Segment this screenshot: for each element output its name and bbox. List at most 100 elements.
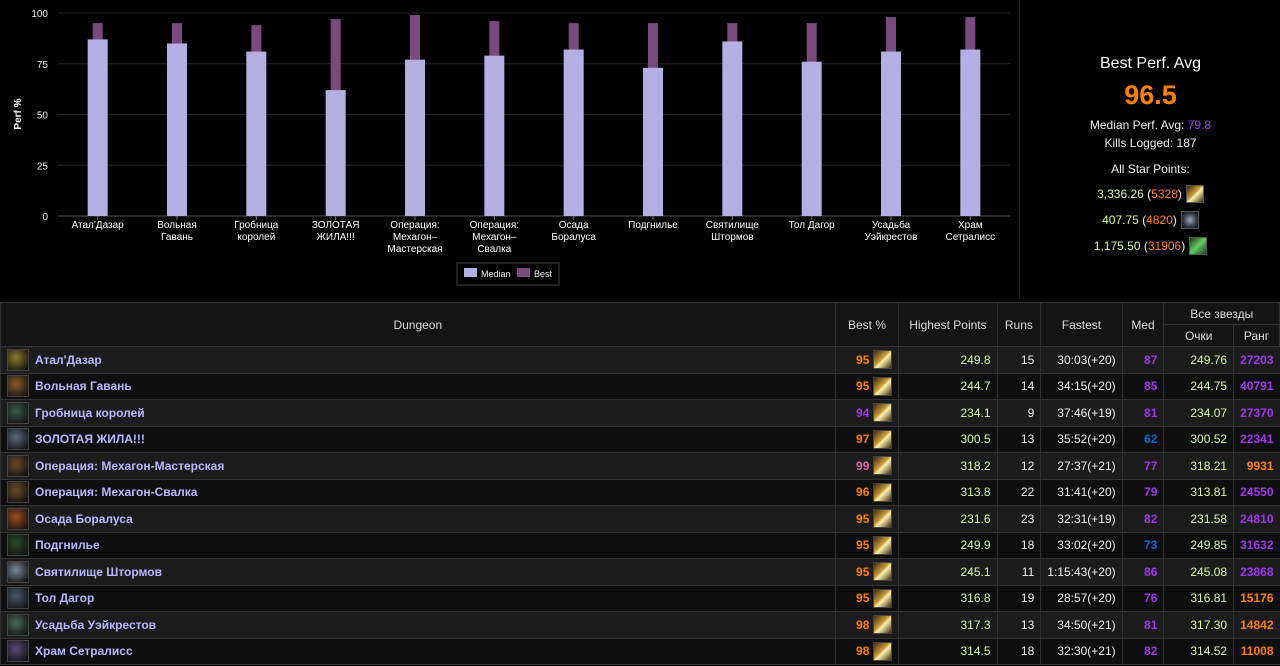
dungeon-name-cell[interactable]: Усадьба Уэйкрестов (0, 611, 836, 639)
dungeon-name-link[interactable]: Операция: Мехагон-Свалка (35, 485, 198, 500)
median-cell: 86 (1121, 558, 1164, 586)
table-row[interactable]: Подгнилье 95 249.9 18 33:02(+20) 73 249.85 3163… (0, 532, 1280, 559)
dungeon-name-link[interactable]: Святилище Штормов (35, 564, 162, 579)
best-percent-cell: 95 (834, 558, 899, 586)
best-percent-cell: 99 (834, 452, 899, 480)
rank-cell: 23868 (1233, 558, 1280, 586)
star-points-rank: 4820 (1146, 213, 1173, 227)
col-header-best[interactable]: Best % (834, 302, 900, 347)
dungeon-name-wrap: Операция: Мехагон-Свалка (7, 481, 829, 504)
dungeon-name-cell[interactable]: Подгнилье (0, 532, 836, 559)
median-perf-label: Median Perf. Avg: (1089, 118, 1185, 132)
dungeon-name-link[interactable]: Подгнилье (35, 538, 100, 553)
dungeon-name-cell[interactable]: Операция: Мехагон-Мастерская (0, 452, 836, 480)
dungeon-name-link[interactable]: Осада Боралуса (35, 511, 133, 526)
dungeon-name-link[interactable]: Усадьба Уэйкрестов (35, 617, 157, 632)
fastest-cell: 30:03(+20) (1040, 346, 1123, 374)
rank-cell: 22341 (1233, 426, 1280, 453)
best-perf-avg-title: Best Perf. Avg (1099, 55, 1202, 72)
dungeon-name-cell[interactable]: Операция: Мехагон-Свалка (0, 479, 836, 506)
dungeon-name-link[interactable]: Гробница королей (35, 405, 145, 420)
x-tick-label: Операция: Мехагон– Свалка (470, 220, 519, 255)
best-percent-value: 95 (856, 591, 870, 606)
spec-icon (873, 535, 893, 555)
rank-cell: 31632 (1233, 532, 1280, 559)
dungeon-name-link[interactable]: ЗОЛОТАЯ ЖИЛА!!! (35, 432, 145, 447)
spec-icon (873, 588, 893, 608)
table-row[interactable]: Усадьба Уэйкрестов 98 317.3 13 34:50(+21) 81 3… (0, 611, 1280, 639)
x-tick-label: Храм Сетралисс (946, 220, 996, 243)
dungeon-name-cell[interactable]: Атал'Дазар (0, 346, 836, 374)
bar-median (643, 67, 663, 216)
y-axis-label: Perf % (13, 98, 24, 129)
runs-cell: 18 (996, 532, 1041, 559)
dungeon-name-cell[interactable]: Храм Сетралисс (0, 638, 836, 665)
bar-median (246, 51, 267, 216)
dungeon-name-cell[interactable]: Осада Боралуса (0, 505, 836, 533)
highest-points-cell: 234.1 (898, 399, 997, 427)
fastest-cell: 1:15:43(+20) (1040, 558, 1123, 586)
dungeon-name-cell[interactable]: Тол Дагор (0, 585, 836, 612)
best-percent-value: 95 (856, 564, 870, 579)
spec-icon (873, 350, 893, 370)
runs-cell: 19 (996, 585, 1041, 612)
table-row[interactable]: Храм Сетралисс 98 314.5 18 32:30(+21) 82 314.5… (0, 638, 1280, 665)
star-points-cell: 249.76 (1163, 346, 1234, 374)
table-row[interactable]: Атал'Дазар 95 249.8 15 30:03(+20) 87 249.76 272… (0, 346, 1280, 374)
median-cell: 81 (1121, 611, 1164, 639)
col-header-rank[interactable]: Ранг (1233, 324, 1280, 347)
table-row[interactable]: Операция: Мехагон-Мастерская 99 318.2 12 27:… (0, 452, 1280, 480)
dungeon-name-cell[interactable]: ЗОЛОТАЯ ЖИЛА!!! (0, 426, 836, 453)
col-header-med[interactable]: Med (1121, 302, 1165, 347)
highest-points-cell: 249.8 (898, 346, 997, 374)
col-header-points[interactable]: Очки (1163, 324, 1235, 347)
legend-label: Best (534, 269, 553, 279)
table-row[interactable]: Святилище Штормов 95 245.1 11 1:15:43(+20) 86… (0, 558, 1280, 586)
summary-panel: Best Perf. Avg 96.5 Median Perf. Avg: 79… (1019, 0, 1280, 298)
dungeon-name-cell[interactable]: Вольная Гавань (0, 373, 836, 400)
best-percent-value: 96 (856, 485, 870, 500)
star-points-cell: 231.58 (1163, 505, 1234, 533)
dungeon-icon (7, 375, 29, 398)
x-tick-label: Подгнилье (628, 220, 678, 231)
x-tick-label: Осада Боралуса (551, 220, 596, 243)
fastest-cell: 33:02(+20) (1040, 532, 1123, 559)
star-points-value: 1,175.50 (1093, 239, 1141, 253)
col-header-highest-points[interactable]: Highest Points (898, 302, 998, 347)
y-tick-label: 25 (37, 161, 49, 172)
dungeon-icon (7, 507, 29, 530)
x-tick-label: Атал'Дазар (72, 220, 125, 231)
median-cell: 87 (1121, 346, 1164, 374)
table-row[interactable]: Тол Дагор 95 316.8 19 28:57(+20) 76 316.81 1517… (0, 585, 1280, 612)
runs-cell: 22 (996, 479, 1041, 506)
median-cell: 82 (1121, 638, 1164, 665)
median-cell: 85 (1121, 373, 1164, 400)
dungeon-name-link[interactable]: Храм Сетралисс (35, 644, 133, 659)
paren-open: ( (1142, 213, 1147, 227)
runs-cell: 13 (996, 426, 1041, 453)
col-header-dungeon[interactable]: Dungeon (0, 302, 836, 347)
dungeon-name-link[interactable]: Вольная Гавань (35, 379, 132, 394)
dungeon-name-cell[interactable]: Гробница королей (0, 399, 836, 427)
col-header-fastest[interactable]: Fastest (1040, 302, 1123, 347)
dungeon-name-link[interactable]: Тол Дагор (35, 591, 95, 606)
table-row[interactable]: Вольная Гавань 95 244.7 14 34:15(+20) 85 244.7… (0, 373, 1280, 400)
bar-median (801, 61, 822, 216)
best-percent-value: 94 (856, 405, 870, 420)
star-points-cell: 249.85 (1163, 532, 1234, 559)
fastest-cell: 32:30(+21) (1040, 638, 1123, 665)
table-row[interactable]: Гробница королей 94 234.1 9 37:46(+19) 81 234.… (0, 399, 1280, 427)
table-row[interactable]: Осада Боралуса 95 231.6 23 32:31(+19) 82 231.5… (0, 505, 1280, 533)
dungeon-name-link[interactable]: Атал'Дазар (35, 352, 102, 367)
table-row[interactable]: Операция: Мехагон-Свалка 96 313.8 22 31:41(+… (0, 479, 1280, 506)
best-percent-value: 97 (856, 432, 870, 447)
rank-cell: 40791 (1233, 373, 1280, 400)
best-percent-cell: 95 (834, 505, 899, 533)
col-header-runs[interactable]: Runs (996, 302, 1042, 347)
highest-points-cell: 314.5 (898, 638, 997, 665)
x-tick-label: Вольная Гавань (157, 220, 197, 243)
dungeon-name-link[interactable]: Операция: Мехагон-Мастерская (35, 458, 225, 473)
dungeon-name-cell[interactable]: Святилище Штормов (0, 558, 836, 586)
best-percent-wrap: 97 (842, 429, 893, 449)
table-row[interactable]: ЗОЛОТАЯ ЖИЛА!!! 97 300.5 13 35:52(+20) 62 300.… (0, 426, 1280, 453)
